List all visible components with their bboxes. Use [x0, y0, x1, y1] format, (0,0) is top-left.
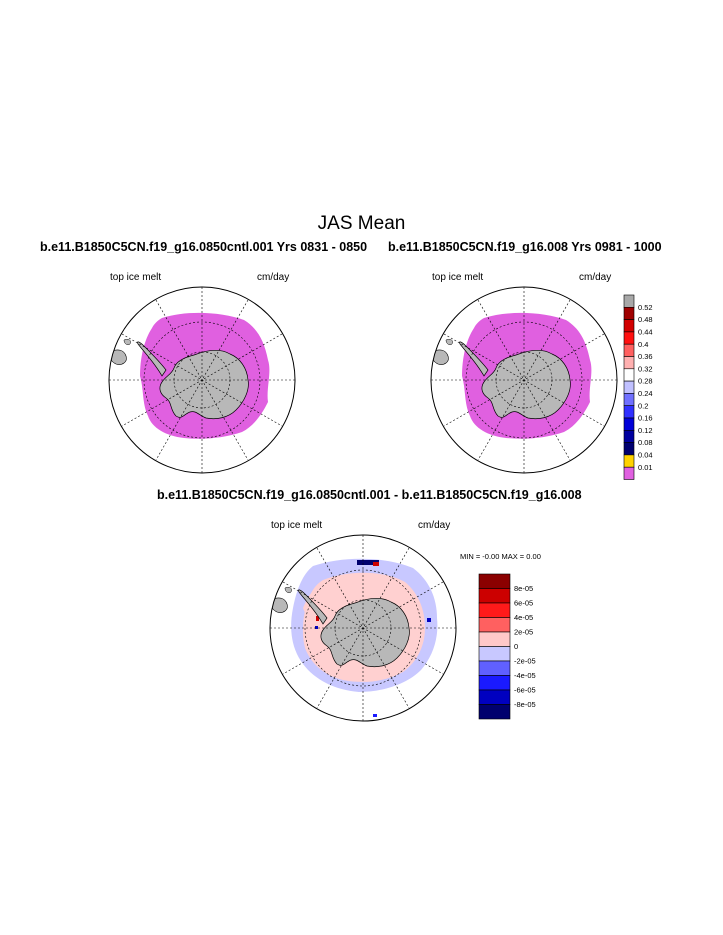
- colorbar-diff-label: -4e-05: [514, 671, 536, 680]
- units-label-experiment: cm/day: [579, 272, 612, 283]
- colorbar-diff-label: -8e-05: [514, 700, 536, 709]
- colorbar-diff-swatch: [478, 689, 511, 705]
- colorbar-diff-label: 0: [514, 642, 518, 651]
- map-difference: [269, 534, 457, 722]
- map-control: [108, 286, 296, 474]
- colorbar-top-label: 0.01: [638, 463, 653, 472]
- colorbar-diff-swatch: [478, 704, 511, 720]
- colorbar-top-swatch: [623, 368, 635, 382]
- variable-label-experiment: top ice melt: [432, 272, 484, 283]
- colorbar-top-label: 0.36: [638, 352, 653, 361]
- colorbar-top-swatch: [623, 343, 635, 357]
- colorbar-top-label: 0.28: [638, 377, 653, 386]
- main-title: JAS Mean: [317, 213, 406, 234]
- colorbar-diff-swatch: [478, 573, 511, 589]
- panel-title-experiment: b.e11.B1850C5CN.f19_g16.008 Yrs 0981 - 1…: [388, 240, 662, 254]
- colorbar-top-label: 0.48: [638, 315, 653, 324]
- variable-label-control: top ice melt: [110, 272, 162, 283]
- colorbar-top-swatch: [623, 319, 635, 333]
- units-label-control: cm/day: [257, 272, 290, 283]
- colorbar-diff-swatch: [478, 660, 511, 676]
- colorbar-top-swatch: [623, 393, 635, 406]
- colorbar-diff-swatch: [478, 631, 511, 647]
- colorbar-top-swatch: [623, 442, 635, 456]
- colorbar-diff-swatch: [478, 617, 511, 633]
- colorbar-diff-label: 8e-05: [514, 584, 533, 593]
- colorbar-top-label: 0.44: [638, 328, 653, 337]
- colorbar-top-label: 0.52: [638, 303, 653, 312]
- colorbar-top-swatch: [623, 466, 635, 480]
- colorbar-top-swatch: [623, 380, 635, 394]
- colorbar-diff-label: 4e-05: [514, 613, 533, 622]
- colorbar-top-label: 0.16: [638, 414, 653, 423]
- colorbar-top-swatch: [623, 356, 635, 370]
- colorbar-diff-label: -2e-05: [514, 657, 536, 666]
- colorbar-top-swatch: [623, 454, 635, 468]
- colorbar-top-swatch: [623, 306, 635, 320]
- colorbar-top-swatch: [623, 331, 635, 345]
- units-label-difference: cm/day: [418, 520, 451, 531]
- colorbar-top-swatch: [623, 405, 635, 419]
- colorbar-diff-label: -6e-05: [514, 686, 536, 695]
- colorbar-top-label: 0.12: [638, 426, 653, 435]
- colorbar-diff-label: 6e-05: [514, 599, 533, 608]
- colorbar-diff-swatch: [478, 588, 511, 604]
- colorbar-top-swatch: [623, 417, 635, 431]
- colorbar-diff-swatch: [478, 675, 511, 691]
- panel-title-difference: b.e11.B1850C5CN.f19_g16.0850cntl.001 - b…: [157, 488, 582, 502]
- colorbar-top-label: 0.32: [638, 364, 653, 373]
- variable-label-difference: top ice melt: [271, 520, 323, 531]
- colorbar-diff-label: 2e-05: [514, 628, 533, 637]
- colorbar-diff-swatch: [478, 646, 511, 662]
- colorbar-difference: 8e-05 6e-05 4e-05 2e-05 0 -2e-05 -4e-05 -6e-05 -…: [478, 573, 536, 720]
- map-experiment: [430, 286, 618, 474]
- colorbar-top-swatch: [623, 294, 635, 308]
- colorbar-top-label: 0.08: [638, 438, 653, 447]
- colorbar-top-swatch: [623, 429, 635, 443]
- panel-title-control: b.e11.B1850C5CN.f19_g16.0850cntl.001 Yrs…: [40, 240, 368, 254]
- minmax-label: MIN = -0.00 MAX = 0.00: [460, 552, 541, 561]
- colorbar-top-label: 0.2: [638, 401, 648, 410]
- colorbar-top-label: 0.04: [638, 451, 653, 460]
- colorbar-diff-swatch: [478, 602, 511, 618]
- colorbar-top: 0.52 0.48 0.44 0.4 0.36 0.32 0.28 0.24 0.2 0.16 0.…: [623, 294, 653, 480]
- colorbar-top-label: 0.24: [638, 389, 653, 398]
- colorbar-top-label: 0.4: [638, 340, 648, 349]
